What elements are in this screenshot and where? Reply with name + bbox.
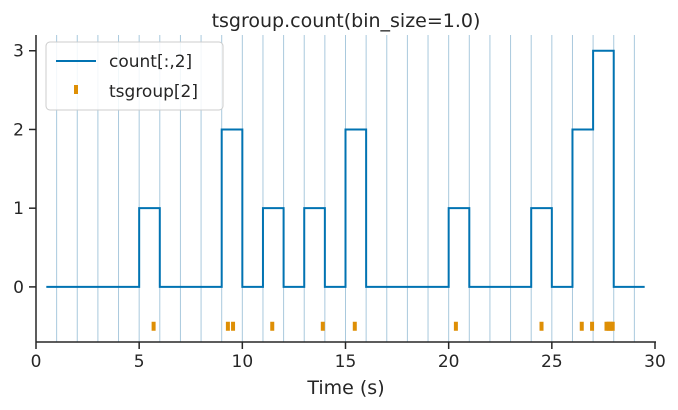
event-tick-mark	[579, 321, 584, 331]
event-tick-mark	[320, 321, 325, 331]
legend-tick-swatch	[74, 85, 78, 94]
x-axis-title: Time (s)	[306, 377, 384, 399]
event-tick-mark	[151, 321, 156, 331]
y-ticks: 0 1 2 3	[13, 42, 36, 298]
x-tick-label: 30	[644, 352, 666, 372]
event-tick-mark	[590, 321, 595, 331]
event-tick-mark	[270, 321, 275, 331]
y-tick-label: 0	[13, 278, 24, 298]
event-tick-mark	[608, 321, 613, 331]
y-tick-label: 1	[13, 199, 24, 219]
x-ticks: 0 5 10 15 20 25 30	[31, 342, 666, 372]
event-tick-mark	[606, 321, 611, 331]
legend-label-count: count[:,2]	[109, 52, 192, 72]
legend-box	[45, 41, 224, 111]
y-tick-label: 2	[13, 120, 24, 140]
event-tick-mark	[604, 321, 609, 331]
event-tick-mark	[539, 321, 544, 331]
x-tick-label: 5	[134, 352, 145, 372]
plot-content	[46, 49, 645, 331]
series-count-line	[46, 49, 645, 288]
event-tick-mark	[610, 321, 615, 331]
x-tick-label: 25	[541, 352, 563, 372]
legend: count[:,2] tsgroup[2]	[45, 41, 224, 111]
y-tick-label: 3	[13, 42, 24, 62]
event-tick-mark	[453, 321, 458, 331]
x-tick-label: 10	[232, 352, 254, 372]
x-tick-label: 0	[31, 352, 42, 372]
event-tick-mark	[352, 321, 357, 331]
event-tick-mark	[225, 321, 230, 331]
chart-title: tsgroup.count(bin_size=1.0)	[212, 10, 481, 32]
x-tick-label: 20	[438, 352, 460, 372]
event-tick-mark	[231, 321, 236, 331]
x-tick-label: 15	[335, 352, 357, 372]
legend-label-tsgroup: tsgroup[2]	[109, 82, 198, 102]
